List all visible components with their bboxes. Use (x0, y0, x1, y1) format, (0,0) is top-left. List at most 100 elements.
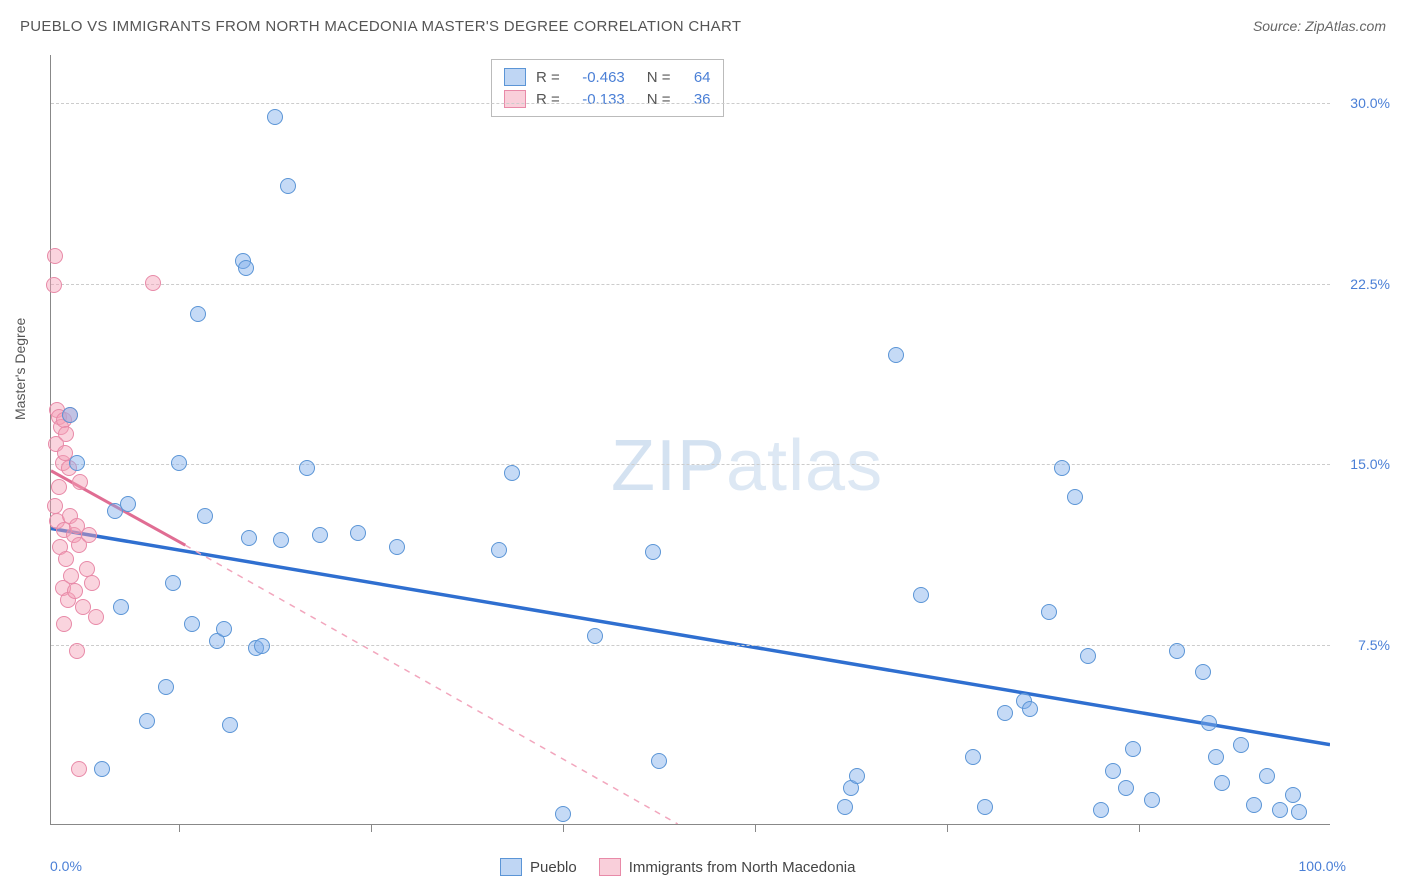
scatter-point (1169, 643, 1185, 659)
source-name: ZipAtlas.com (1305, 18, 1386, 34)
r-label: R = (536, 91, 560, 108)
scatter-point (977, 799, 993, 815)
scatter-point (171, 455, 187, 471)
stats-row: R = -0.133 N = 36 (504, 88, 711, 110)
scatter-point (1067, 489, 1083, 505)
r-label: R = (536, 69, 560, 86)
scatter-point (1208, 749, 1224, 765)
scatter-point (965, 749, 981, 765)
scatter-point (62, 407, 78, 423)
scatter-point (1246, 797, 1262, 813)
scatter-point (1054, 460, 1070, 476)
scatter-point (158, 679, 174, 695)
source-prefix: Source: (1253, 18, 1305, 34)
legend-swatch (599, 858, 621, 876)
legend-item: Immigrants from North Macedonia (599, 858, 856, 876)
scatter-point (1233, 737, 1249, 753)
gridline (51, 284, 1330, 285)
source-label: Source: ZipAtlas.com (1253, 18, 1386, 34)
legend-item: Pueblo (500, 858, 577, 876)
series-legend: Pueblo Immigrants from North Macedonia (500, 858, 855, 876)
x-tick (371, 824, 372, 832)
chart-title: PUEBLO VS IMMIGRANTS FROM NORTH MACEDONI… (20, 18, 741, 35)
scatter-point (88, 609, 104, 625)
x-tick (179, 824, 180, 832)
scatter-point (58, 551, 74, 567)
scatter-point (165, 575, 181, 591)
scatter-point (1080, 648, 1096, 664)
legend-swatch (500, 858, 522, 876)
x-tick (1139, 824, 1140, 832)
gridline (51, 103, 1330, 104)
scatter-point (555, 806, 571, 822)
legend-label: Pueblo (530, 859, 577, 876)
scatter-point (238, 260, 254, 276)
watermark: ZIPatlas (611, 425, 883, 507)
scatter-point (299, 460, 315, 476)
y-axis-title: Master's Degree (12, 318, 28, 420)
n-value: 36 (681, 91, 711, 108)
y-tick-label: 30.0% (1350, 95, 1390, 111)
trend-line (51, 528, 1330, 744)
scatter-point (1105, 763, 1121, 779)
scatter-point (69, 455, 85, 471)
scatter-point (1272, 802, 1288, 818)
scatter-point (190, 306, 206, 322)
scatter-point (71, 761, 87, 777)
scatter-point (280, 178, 296, 194)
y-tick-label: 15.0% (1350, 456, 1390, 472)
scatter-point (1118, 780, 1134, 796)
gridline (51, 464, 1330, 465)
scatter-point (1201, 715, 1217, 731)
scatter-point (913, 587, 929, 603)
x-tick (947, 824, 948, 832)
scatter-point (84, 575, 100, 591)
x-tick (755, 824, 756, 832)
scatter-point (350, 525, 366, 541)
scatter-point (69, 643, 85, 659)
scatter-point (1285, 787, 1301, 803)
legend-label: Immigrants from North Macedonia (629, 859, 856, 876)
scatter-point (389, 539, 405, 555)
scatter-point (216, 621, 232, 637)
scatter-point (587, 628, 603, 644)
n-label: N = (647, 69, 671, 86)
scatter-point (1125, 741, 1141, 757)
scatter-point (645, 544, 661, 560)
stats-row: R =-0.463N =64 (504, 66, 711, 88)
gridline (51, 645, 1330, 646)
scatter-point (197, 508, 213, 524)
scatter-point (1214, 775, 1230, 791)
legend-swatch (504, 68, 526, 86)
scatter-point (837, 799, 853, 815)
scatter-point (491, 542, 507, 558)
scatter-point (145, 275, 161, 291)
chart-plot-area: ZIPatlas R =-0.463N =64R =-0.133N =36 7.… (50, 55, 1330, 825)
watermark-bold: ZIP (611, 426, 726, 506)
scatter-point (56, 616, 72, 632)
y-tick-label: 7.5% (1358, 637, 1390, 653)
n-label: N = (647, 91, 671, 108)
scatter-point (1195, 664, 1211, 680)
scatter-point (113, 599, 129, 615)
scatter-point (1144, 792, 1160, 808)
watermark-thin: atlas (726, 426, 883, 506)
scatter-point (94, 761, 110, 777)
scatter-point (1041, 604, 1057, 620)
y-tick-label: 22.5% (1350, 276, 1390, 292)
scatter-point (997, 705, 1013, 721)
r-value: -0.133 (570, 91, 625, 108)
scatter-point (273, 532, 289, 548)
scatter-point (46, 277, 62, 293)
x-axis-max-label: 100.0% (1299, 858, 1346, 874)
scatter-point (222, 717, 238, 733)
scatter-point (1291, 804, 1307, 820)
scatter-point (267, 109, 283, 125)
scatter-point (504, 465, 520, 481)
scatter-point (254, 638, 270, 654)
x-axis-min-label: 0.0% (50, 858, 82, 874)
scatter-point (312, 527, 328, 543)
r-value: -0.463 (570, 69, 625, 86)
scatter-point (1022, 701, 1038, 717)
scatter-point (47, 248, 63, 264)
